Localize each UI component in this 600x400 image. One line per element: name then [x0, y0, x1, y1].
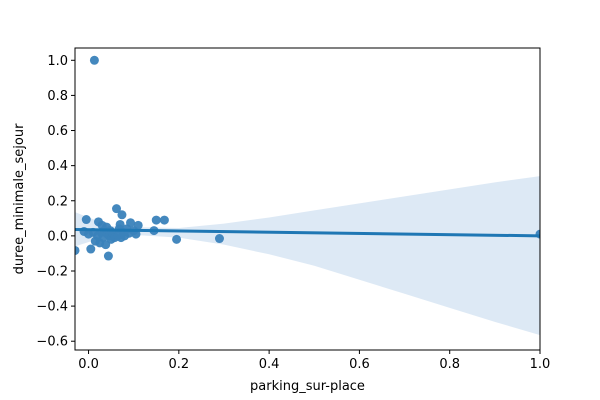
axes-frame	[74, 47, 541, 351]
data-point	[172, 234, 182, 244]
x-axis-ticks: 0.0 0.2 0.4 0.6 0.8 1.0	[78, 350, 550, 372]
data-point	[75, 245, 80, 255]
data-point	[117, 210, 127, 220]
x-tick-label: 0.0	[78, 357, 99, 372]
data-point	[81, 215, 91, 225]
y-tick-label: −0.4	[36, 300, 68, 315]
y-tick-label: 0.0	[47, 229, 68, 244]
data-point	[86, 244, 96, 254]
x-axis-label: parking_sur-place	[250, 379, 365, 394]
data-point	[159, 215, 169, 225]
y-axis-ticks: −0.6 −0.4 −0.2 0.0 0.2 0.4 0.6 0.8 1.0	[36, 54, 75, 350]
data-point	[133, 220, 143, 230]
x-tick-label: 1.0	[530, 357, 551, 372]
plot-area	[75, 55, 540, 336]
data-point	[115, 219, 125, 229]
x-tick-label: 0.4	[259, 357, 280, 372]
confidence-band	[75, 176, 540, 336]
data-point	[214, 234, 224, 244]
x-tick-label: 0.6	[349, 357, 370, 372]
y-tick-label: −0.6	[36, 335, 68, 350]
y-tick-label: 0.2	[47, 194, 68, 209]
data-point	[112, 204, 122, 214]
y-axis-label: duree_minimale_sejour	[12, 123, 27, 274]
data-point	[89, 55, 99, 65]
y-tick-label: 0.6	[47, 124, 68, 139]
y-tick-label: 1.0	[47, 54, 68, 69]
data-point	[151, 215, 161, 225]
x-tick-label: 0.8	[439, 357, 460, 372]
data-point	[103, 251, 113, 261]
data-point	[126, 218, 136, 228]
y-tick-label: −0.2	[36, 264, 68, 279]
regression-line	[75, 228, 540, 238]
x-tick-label: 0.2	[168, 357, 189, 372]
y-tick-label: 0.4	[47, 159, 68, 174]
y-tick-label: 0.8	[47, 89, 68, 104]
